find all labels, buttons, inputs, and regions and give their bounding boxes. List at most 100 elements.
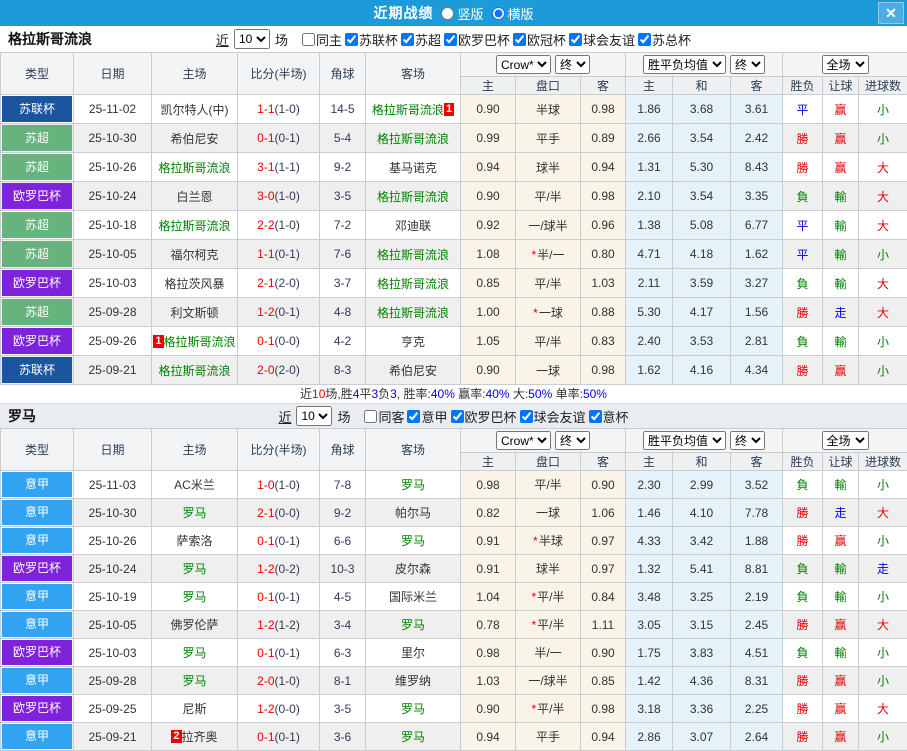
league-filter[interactable]: 苏总杯 bbox=[638, 30, 691, 49]
league-type-badge: 意甲 bbox=[2, 472, 72, 497]
league-checkbox[interactable] bbox=[569, 33, 582, 46]
away-team-name: 格拉斯哥流浪 bbox=[372, 103, 444, 117]
avg-win-cell: 2.66 bbox=[626, 124, 673, 153]
recent-link[interactable]: 近 bbox=[216, 30, 229, 49]
league-filter[interactable]: 欧罗巴杯 bbox=[451, 407, 517, 426]
handicap-cell: 一/球半 bbox=[516, 211, 581, 240]
scope-select[interactable]: 全场 bbox=[822, 431, 869, 450]
home-team-name: 罗马 bbox=[182, 590, 206, 604]
league-type-cell: 苏超 bbox=[1, 124, 74, 153]
goals-outcome-cell: 大 bbox=[859, 695, 907, 723]
handicap-value: 一球 bbox=[536, 506, 560, 520]
recent-count-select[interactable]: 10 bbox=[296, 406, 332, 426]
league-filter[interactable]: 意甲 bbox=[407, 407, 447, 426]
fulltime-score: 0-1 bbox=[257, 646, 274, 660]
league-checkbox[interactable] bbox=[513, 33, 526, 46]
league-filter[interactable]: 苏超 bbox=[401, 30, 441, 49]
recent-count-select[interactable]: 10 bbox=[234, 29, 270, 49]
away-team-name: 格拉斯哥流浪 bbox=[377, 248, 449, 262]
league-filter[interactable]: 球会友谊 bbox=[520, 407, 586, 426]
league-checkbox[interactable] bbox=[451, 410, 464, 423]
away-team-name: 里尔 bbox=[401, 646, 425, 660]
home-team-cell: 罗马 bbox=[152, 583, 238, 611]
horizontal-radio-input[interactable] bbox=[492, 7, 505, 20]
league-type-cell: 苏联杯 bbox=[1, 95, 74, 124]
away-team-name: 基马诺克 bbox=[389, 161, 437, 175]
league-checkbox[interactable] bbox=[638, 33, 651, 46]
home-team-cell: 罗马 bbox=[152, 499, 238, 527]
away-team-cell: 里尔 bbox=[366, 639, 461, 667]
league-type-badge: 苏超 bbox=[2, 154, 72, 180]
league-checkbox[interactable] bbox=[345, 33, 358, 46]
scope-select[interactable]: 全场 bbox=[822, 55, 869, 74]
goals-outcome-cell: 大 bbox=[859, 182, 907, 211]
avg-draw-cell: 3.68 bbox=[673, 95, 731, 124]
odds-time-select[interactable]: 终 bbox=[555, 431, 590, 450]
recent-link[interactable]: 近 bbox=[278, 407, 291, 426]
halftime-score: (0-0) bbox=[275, 334, 300, 348]
home-team-cell: 格拉茨风暴 bbox=[152, 269, 238, 298]
odds-company-select[interactable]: Crow* bbox=[496, 55, 551, 74]
summary-segment: 40% bbox=[431, 387, 455, 401]
match-outcome-cell: 勝 bbox=[783, 723, 823, 751]
same-venue-filter[interactable]: 同主 bbox=[302, 30, 342, 49]
halftime-score: (0-1) bbox=[275, 646, 300, 660]
away-team-cell: 格拉斯哥流浪 bbox=[366, 240, 461, 269]
away-team-name: 亨克 bbox=[401, 335, 425, 349]
match-outcome-cell: 勝 bbox=[783, 611, 823, 639]
handicap-value: 一/球半 bbox=[528, 674, 567, 688]
avg-type-select[interactable]: 胜平负均值 bbox=[643, 431, 726, 450]
vertical-radio-input[interactable] bbox=[441, 7, 454, 20]
close-icon[interactable]: ✕ bbox=[878, 2, 904, 24]
handicap-cell: 球半 bbox=[516, 153, 581, 182]
league-filter[interactable]: 欧冠杯 bbox=[513, 30, 566, 49]
league-type-badge: 苏联杯 bbox=[2, 357, 72, 383]
handicap-value: 半球 bbox=[536, 103, 560, 117]
goals-outcome-cell: 小 bbox=[859, 95, 907, 124]
league-checkbox[interactable] bbox=[444, 33, 457, 46]
home-team-name: 格拉斯哥流浪 bbox=[158, 219, 230, 233]
odds-company-select[interactable]: Crow* bbox=[496, 431, 551, 450]
home-team-cell: AC米兰 bbox=[152, 471, 238, 499]
fulltime-score: 2-1 bbox=[257, 506, 274, 520]
goals-outcome-cell: 大 bbox=[859, 153, 907, 182]
same-venue-filter[interactable]: 同客 bbox=[364, 407, 404, 426]
score-cell: 2-2(1-0) bbox=[238, 211, 320, 240]
handicap-outcome-cell: 輸 bbox=[823, 555, 859, 583]
layout-radio-vertical[interactable]: 竖版 bbox=[441, 4, 483, 23]
league-filter[interactable]: 苏联杯 bbox=[345, 30, 398, 49]
avg-time-select[interactable]: 终 bbox=[730, 55, 765, 74]
league-filter[interactable]: 意杯 bbox=[589, 407, 629, 426]
result-group-header: 全场 bbox=[783, 429, 907, 453]
league-filter[interactable]: 球会友谊 bbox=[569, 30, 635, 49]
same-venue-checkbox[interactable] bbox=[302, 33, 315, 46]
home-team-cell: 凯尔特人(中) bbox=[152, 95, 238, 124]
layout-radio-horizontal[interactable]: 横版 bbox=[492, 4, 534, 23]
league-type-badge: 意甲 bbox=[2, 724, 72, 749]
same-venue-checkbox[interactable] bbox=[364, 410, 377, 423]
league-checkbox[interactable] bbox=[407, 410, 420, 423]
league-type-badge: 苏超 bbox=[2, 125, 72, 151]
avg-draw-cell: 3.42 bbox=[673, 527, 731, 555]
halftime-score: (1-0) bbox=[275, 218, 300, 232]
handicap-value: 一球 bbox=[539, 306, 563, 320]
home-odds-cell: 0.91 bbox=[461, 555, 516, 583]
away-team-cell: 国际米兰 bbox=[366, 583, 461, 611]
handicap-outcome-cell: 赢 bbox=[823, 124, 859, 153]
league-checkbox[interactable] bbox=[520, 410, 533, 423]
avg-time-select[interactable]: 终 bbox=[730, 431, 765, 450]
league-filter[interactable]: 欧罗巴杯 bbox=[444, 30, 510, 49]
league-checkbox[interactable] bbox=[589, 410, 602, 423]
odds-time-select[interactable]: 终 bbox=[555, 55, 590, 74]
odds-group-header: Crow*终 bbox=[461, 53, 626, 77]
away-team-name: 罗马 bbox=[401, 478, 425, 492]
avg-type-select[interactable]: 胜平负均值 bbox=[643, 55, 726, 74]
away-team-cell: 罗马 bbox=[366, 471, 461, 499]
handicap-outcome-cell: 赢 bbox=[823, 356, 859, 385]
league-checkbox[interactable] bbox=[401, 33, 414, 46]
